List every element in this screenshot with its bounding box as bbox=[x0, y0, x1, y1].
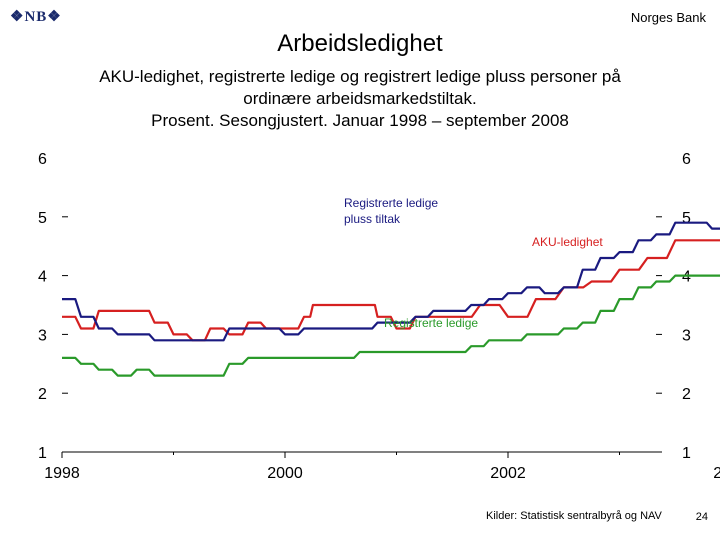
y-tick-label-left: 4 bbox=[38, 269, 47, 286]
x-tick-label: 2004 bbox=[713, 465, 720, 482]
y-tick-label-left: 2 bbox=[38, 386, 47, 403]
series-labels: Registrerte ledige pluss tiltak AKU-ledigh… bbox=[344, 196, 603, 330]
x-tick-label: 1998 bbox=[44, 465, 80, 482]
label-pluss-tiltak-line1: Registrerte ledige bbox=[344, 196, 438, 210]
page-title: Arbeidsledighet bbox=[277, 30, 443, 57]
y-tick-label-left: 5 bbox=[38, 210, 47, 227]
y-tick-label-right: 4 bbox=[682, 269, 691, 286]
x-tick-label: 2002 bbox=[490, 465, 526, 482]
y-tick-label-right: 2 bbox=[682, 386, 691, 403]
y-tick-label-left: 3 bbox=[38, 327, 47, 344]
y-tick-label-right: 6 bbox=[682, 151, 691, 168]
norges-bank-logo: ❖NB❖ bbox=[10, 9, 62, 25]
y-tick-label-left: 1 bbox=[38, 445, 47, 462]
y-tick-label-right: 5 bbox=[682, 210, 691, 227]
series-line-1 bbox=[62, 221, 720, 342]
x-tick-label: 2000 bbox=[267, 465, 303, 482]
brand-name: Norges Bank bbox=[630, 10, 706, 25]
subtitle-line: Prosent. Sesongjustert. Januar 1998 – se… bbox=[151, 111, 569, 130]
series-line-2 bbox=[62, 274, 720, 377]
chart-series bbox=[62, 221, 720, 377]
series-line-0 bbox=[62, 239, 720, 342]
y-tick-label-right: 1 bbox=[682, 445, 691, 462]
subtitle-line: AKU-ledighet, registrerte ledige og regi… bbox=[99, 67, 621, 86]
y-tick-label-right: 3 bbox=[682, 327, 691, 344]
page-number: 24 bbox=[695, 511, 708, 523]
source-note: Kilder: Statistisk sentralbyrå og NAV bbox=[486, 510, 662, 522]
chart-subtitle: AKU-ledighet, registrerte ledige og regi… bbox=[40, 66, 680, 132]
label-pluss-tiltak-line2: pluss tiltak bbox=[344, 212, 401, 226]
chart-axes: 199820002002200420062008112233445566 bbox=[38, 151, 720, 482]
y-tick-label-left: 6 bbox=[38, 151, 47, 168]
subtitle-line: ordinære arbeidsmarkedstiltak. bbox=[243, 89, 477, 108]
label-registrerte: Registrerte ledige bbox=[384, 316, 478, 330]
label-aku: AKU-ledighet bbox=[532, 235, 603, 249]
